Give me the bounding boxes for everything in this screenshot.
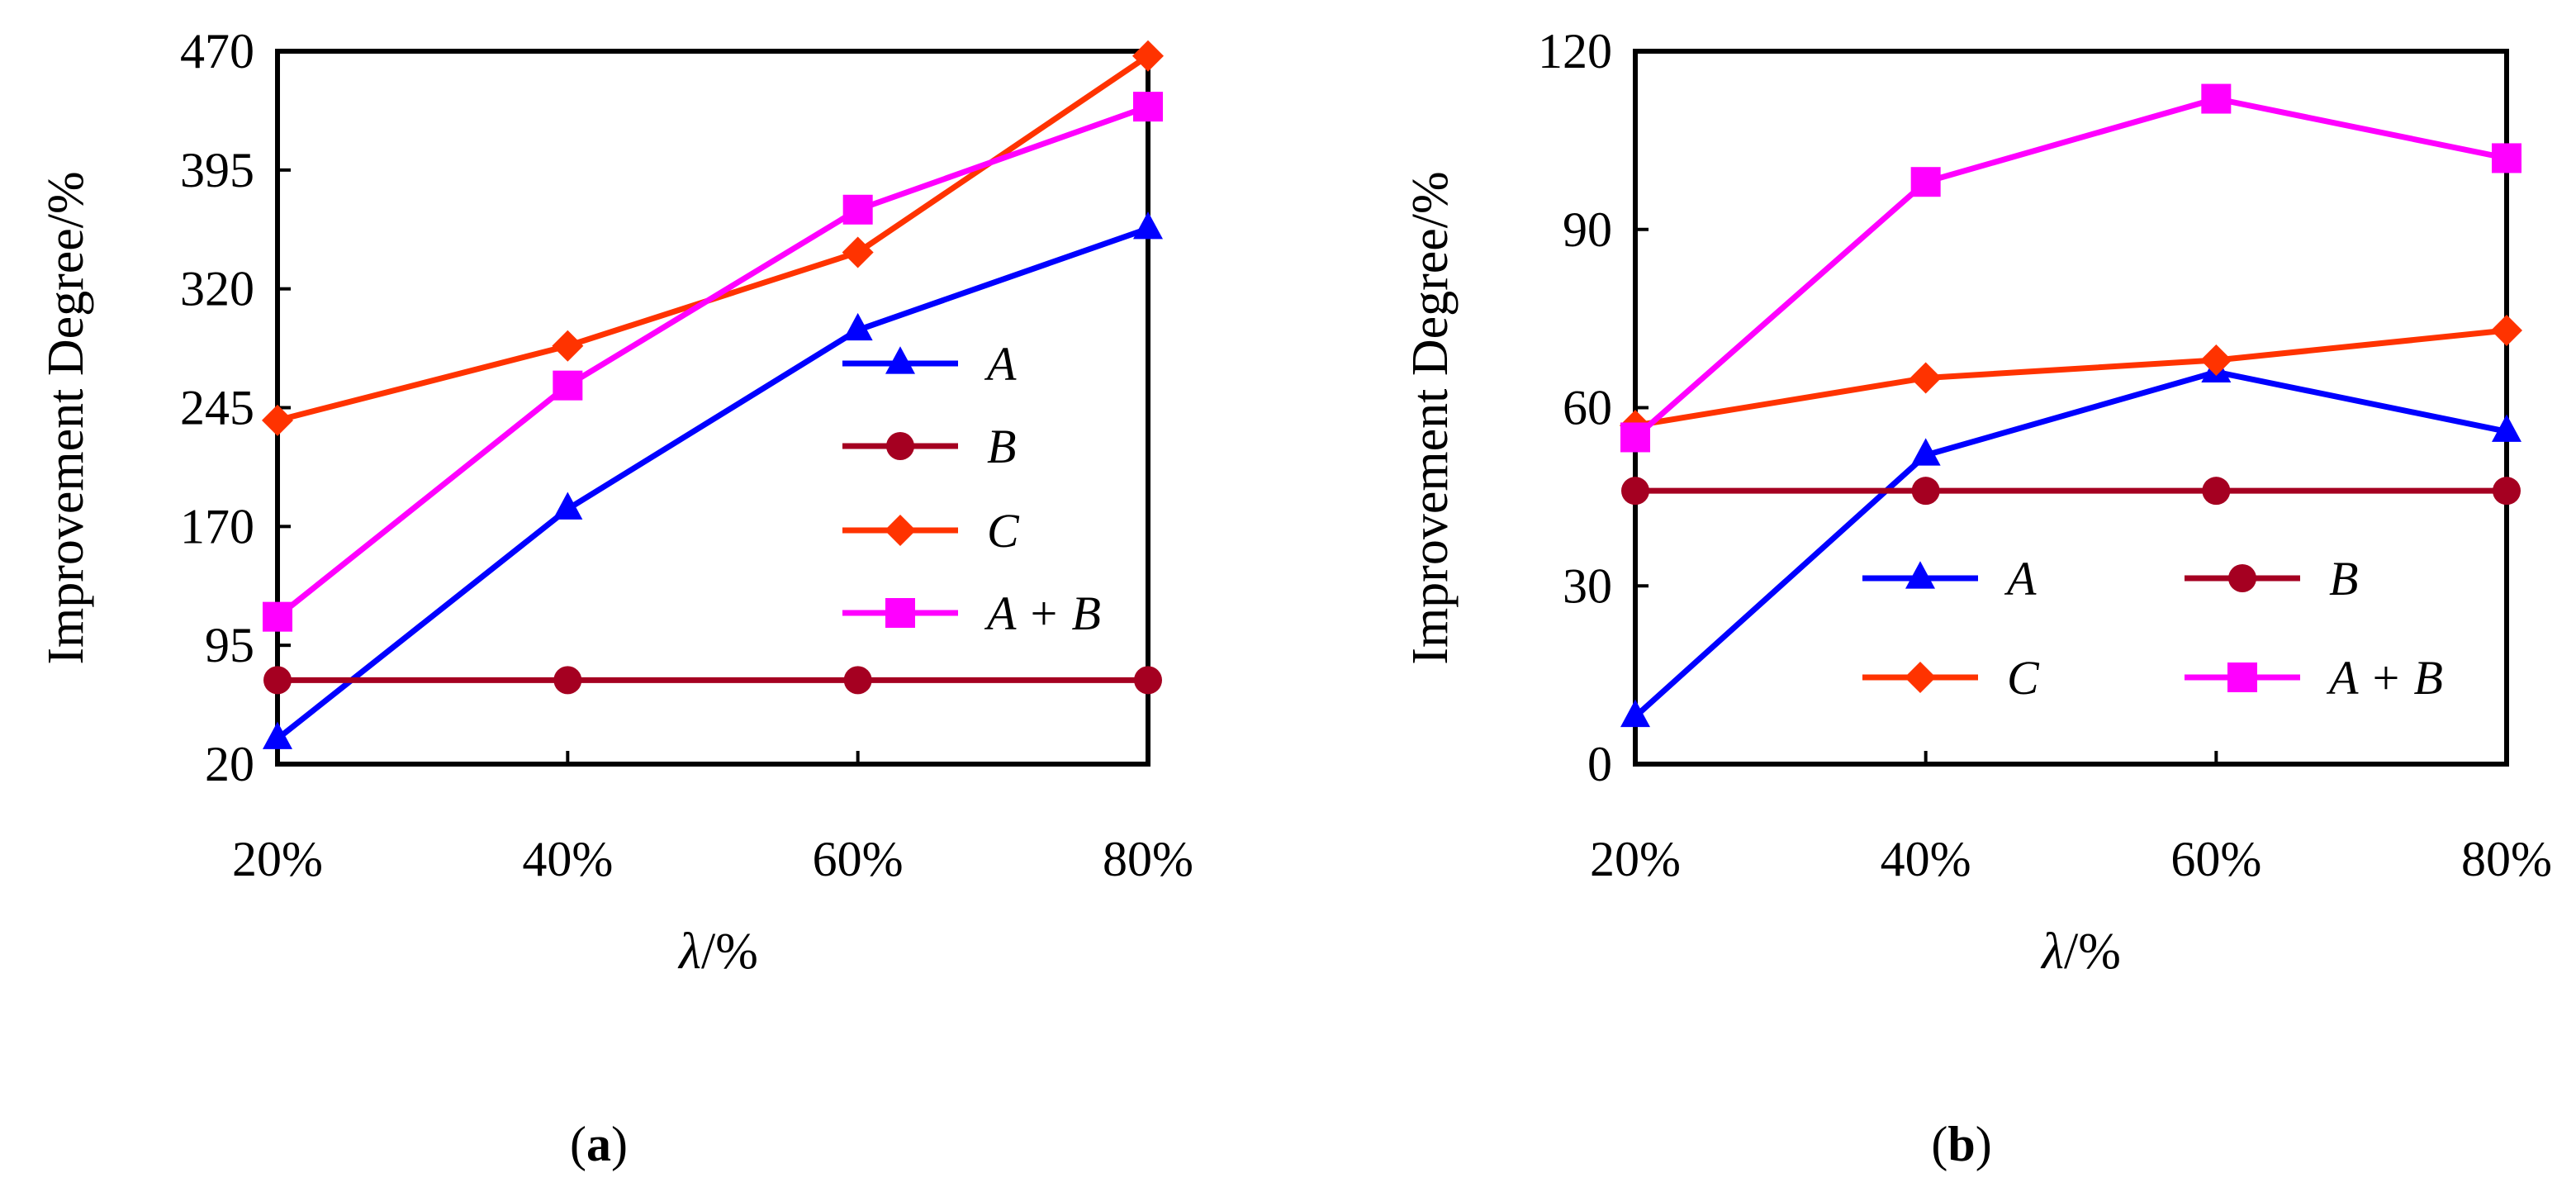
data-point-a-b-3 (1134, 666, 1162, 695)
legend-item-a-b: B (842, 420, 1016, 473)
data-point-b-b-0 (1621, 477, 1649, 506)
legend-marker-b-c (1905, 662, 1936, 693)
series-a-a (263, 211, 1163, 749)
legend-item-b-c: C (1862, 651, 2040, 705)
legend-label-a-a: A (984, 337, 1017, 391)
y-tick-label-a-20: 20 (205, 737, 254, 791)
data-point-b-c-2 (2200, 344, 2232, 376)
legend-marker-a-b (886, 432, 914, 460)
data-point-b-a-1 (1910, 438, 1941, 466)
y-tick-label-a-470: 470 (180, 24, 254, 78)
x-tick-label-b-0: 20% (1590, 832, 1681, 886)
chart-panel-b: 0 30 60 90 120 20% 40% 60% 80% λ/% Improvement Deg… (1402, 24, 2552, 980)
legend-marker-b-b (2228, 564, 2256, 592)
caption-b: (b) (1931, 1117, 1991, 1171)
data-point-a-a-2 (842, 312, 873, 341)
data-point-a-a-3 (1133, 211, 1163, 240)
data-point-a-a-1 (553, 492, 583, 520)
y-tick-label-a-95: 95 (205, 618, 254, 672)
x-tick-label-a-2: 60% (813, 832, 904, 886)
x-axis-label-b: λ/% (2040, 924, 2121, 980)
legend-item-a-a-b: A + B (842, 587, 1101, 640)
series-line-a-a (275, 226, 1150, 742)
data-point-b-c-3 (2491, 315, 2522, 347)
y-axis-label-b: Improvement Degree/% (1402, 171, 1459, 664)
y-tick-label-b-60: 60 (1563, 381, 1612, 435)
legend-marker-a-a (885, 346, 915, 374)
x-tick-label-b-1: 40% (1881, 832, 1971, 886)
series-b-b (1621, 477, 2521, 506)
legend-marker-a-a-b (885, 598, 915, 628)
series-a-c (262, 40, 1164, 436)
x-tick-label-b-3: 80% (2461, 832, 2552, 886)
data-point-b-b-3 (2493, 477, 2521, 506)
y-tick-label-b-30: 30 (1563, 558, 1612, 613)
y-tick-label-b-120: 120 (1538, 24, 1612, 78)
x-tick-label-a-0: 20% (232, 832, 323, 886)
series-line-b-a (1633, 368, 2507, 719)
data-point-b-a-b-0 (1620, 422, 1650, 453)
chart-panel-a: 20 95 170 245 320 395 470 20% 40% 60% 80% λ/% Improv… (38, 24, 1193, 980)
data-point-a-a-b-3 (1133, 92, 1163, 122)
legend-label-a-a-b: A + B (984, 587, 1101, 640)
series-line-b-a-b (1633, 96, 2507, 440)
y-tick-label-a-245: 245 (180, 381, 254, 435)
legend-marker-b-a-b (2227, 662, 2257, 692)
data-point-b-a-b-1 (1910, 167, 1941, 197)
legend-item-b-a-b: A + B (2185, 651, 2443, 705)
x-axis-label-a: λ/% (677, 924, 758, 980)
data-point-a-b-2 (843, 666, 872, 695)
legend-label-a-b: B (987, 420, 1016, 473)
data-point-b-a-b-2 (2201, 83, 2232, 114)
plot-frame-a (275, 49, 1150, 767)
data-point-a-c-2 (842, 236, 874, 268)
series-line-a-c (277, 53, 1150, 424)
data-point-a-a-0 (263, 721, 292, 749)
y-tick-label-a-320: 320 (180, 262, 254, 316)
data-point-a-a-b-2 (842, 194, 873, 225)
series-line-b-c (1634, 327, 2507, 429)
legend-marker-b-a (1905, 561, 1935, 589)
y-axis-label-a: Improvement Degree/% (38, 171, 94, 664)
data-point-a-b-1 (553, 666, 582, 695)
x-tick-label-b-2: 60% (2170, 832, 2261, 886)
caption-a: (a) (570, 1117, 628, 1171)
legend-item-b-a: A (1862, 552, 2037, 605)
x-tick-label-a-3: 80% (1103, 832, 1193, 886)
legend-label-b-c: C (2007, 651, 2040, 705)
data-point-b-a-0 (1620, 699, 1650, 728)
data-point-b-a-3 (2492, 414, 2521, 442)
series-a-a-b (263, 92, 1163, 632)
legend-item-a-a: A (842, 337, 1017, 391)
y-tick-label-a-170: 170 (180, 499, 254, 553)
legend-item-a-c: C (842, 504, 1020, 558)
series-a-b (263, 666, 1162, 695)
data-point-b-a-b-3 (2492, 143, 2521, 173)
series-line-a-a-b (275, 103, 1150, 620)
series-b-a-b (1620, 83, 2521, 453)
data-point-a-a-b-1 (553, 370, 583, 401)
data-point-a-c-0 (262, 404, 293, 436)
legend-label-b-a-b: A + B (2326, 651, 2443, 705)
data-point-a-a-b-0 (263, 601, 292, 632)
legend-label-a-c: C (987, 504, 1020, 558)
data-point-b-b-2 (2202, 477, 2231, 506)
data-point-a-b-0 (263, 666, 292, 695)
x-tick-label-a-1: 40% (522, 832, 613, 886)
legend-item-b-b: B (2185, 552, 2358, 605)
y-tick-label-b-0: 0 (1587, 737, 1612, 791)
data-point-b-c-1 (1909, 362, 1942, 394)
legend-marker-a-c (885, 515, 916, 546)
y-tick-label-a-395: 395 (180, 143, 254, 197)
y-tick-label-b-90: 90 (1563, 202, 1612, 257)
data-point-a-c-1 (552, 330, 584, 362)
legend-label-b-b: B (2329, 552, 2358, 605)
data-point-b-b-1 (1911, 477, 1940, 506)
data-point-a-c-3 (1132, 40, 1164, 72)
legend-label-b-a: A (2004, 552, 2037, 605)
